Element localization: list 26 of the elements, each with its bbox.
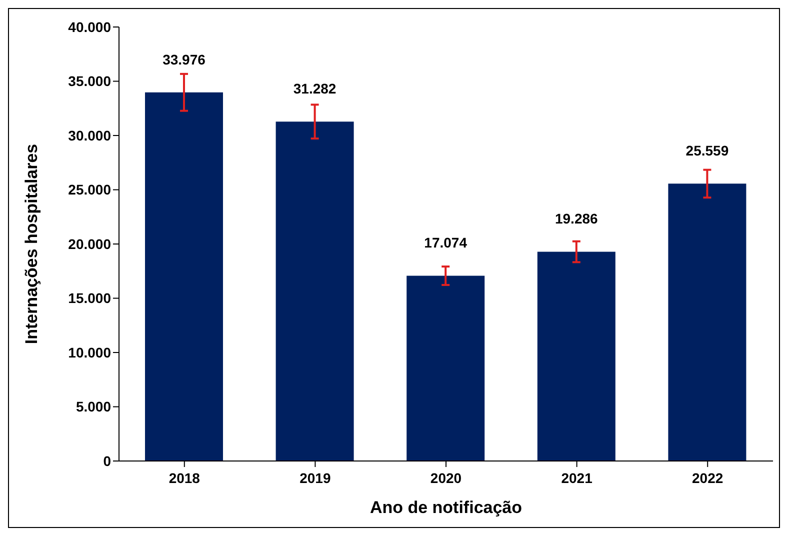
x-tick-label: 2022	[692, 470, 724, 486]
bar	[537, 252, 616, 461]
bar	[406, 276, 485, 461]
y-tick-label: 30.000	[68, 127, 112, 144]
y-tick-label: 25.000	[68, 182, 112, 198]
y-tick-label: 40.000	[68, 18, 112, 35]
y-tick-label: 20.000	[68, 236, 112, 252]
y-tick-label: 15.000	[68, 290, 112, 306]
bar	[276, 122, 354, 461]
y-tick-label: 10.000	[68, 344, 112, 360]
x-tick-label: 2020	[430, 470, 462, 486]
x-axis-title: Ano de notificação	[370, 498, 522, 517]
y-tick-label: 5.000	[76, 398, 112, 415]
y-axis-title: Internações hospitalares	[22, 144, 42, 344]
y-tick-label: 35.000	[68, 73, 112, 90]
y-tick-label: 0	[103, 452, 112, 469]
data-label: 33.976	[162, 51, 206, 68]
x-tick-label: 2019	[300, 470, 331, 486]
data-label: 17.074	[424, 234, 468, 251]
x-tick-label: 2018	[168, 470, 200, 486]
data-label: 19.286	[554, 210, 598, 227]
data-label: 31.282	[293, 80, 336, 97]
x-tick-label: 2021	[561, 470, 593, 486]
data-label: 25.559	[686, 142, 729, 159]
bar	[668, 184, 746, 461]
bar	[145, 92, 223, 461]
